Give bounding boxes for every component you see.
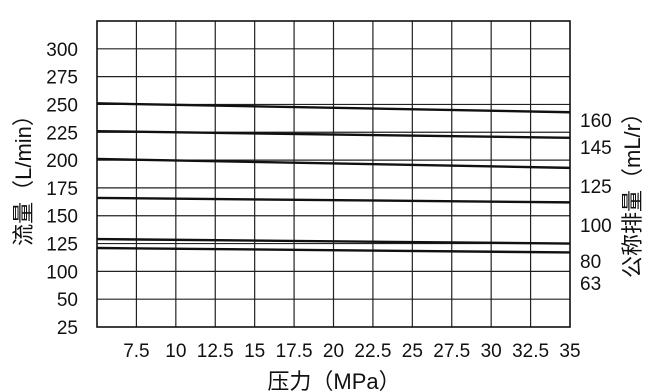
x-tick-label: 20 <box>323 341 344 362</box>
x-tick-label: 35 <box>559 341 580 362</box>
series-line-145 <box>96 129 571 140</box>
series-line-63 <box>96 246 571 254</box>
series-line-80 <box>96 237 571 245</box>
y-tick-label: 150 <box>46 207 78 228</box>
plot-border <box>96 20 571 328</box>
x-tick-label: 30 <box>481 341 502 362</box>
x-tick-label: 10 <box>165 341 186 362</box>
grid-lines <box>97 21 570 327</box>
x-tick-label: 25 <box>402 341 423 362</box>
x-tick-label: 22.5 <box>354 341 391 362</box>
y-tick-label: 275 <box>46 68 78 89</box>
y-axis-label: 流量（L/min） <box>11 104 36 246</box>
y-tick-label: 225 <box>46 123 78 144</box>
series-label-100: 100 <box>580 216 612 237</box>
series-line-125 <box>96 157 571 170</box>
series-label-63: 63 <box>580 274 601 295</box>
x-tick-label: 7.5 <box>123 341 149 362</box>
series-label-145: 145 <box>580 138 612 159</box>
series-line-160 <box>96 102 571 114</box>
series-label-160: 160 <box>580 111 612 132</box>
x-tick-label: 15 <box>244 341 265 362</box>
x-tick-label: 17.5 <box>276 341 313 362</box>
x-tick-label: 32.5 <box>512 341 549 362</box>
x-axis-label: 压力（MPa） <box>267 369 400 392</box>
y-tick-label: 250 <box>46 95 78 116</box>
series-line-100 <box>96 196 571 204</box>
series-label-80: 80 <box>580 252 601 273</box>
plot-frame <box>96 20 571 328</box>
y-tick-labels: 25 50 100 125 150 175 200 225 250 275 300 <box>46 40 78 339</box>
y-tick-label: 300 <box>46 40 78 61</box>
series-lines <box>96 102 571 254</box>
y-tick-label: 25 <box>57 318 78 339</box>
x-tick-label: 12.5 <box>197 341 234 362</box>
y-tick-label: 175 <box>46 179 78 200</box>
y-tick-label: 100 <box>46 262 78 283</box>
y-tick-label: 50 <box>57 290 78 311</box>
y2-axis-label: 公称排量（mL/r） <box>620 102 645 278</box>
x-tick-label: 27.5 <box>433 341 470 362</box>
y-tick-label: 125 <box>46 235 78 256</box>
x-tick-labels: 7.5 10 12.5 15 17.5 20 22.5 25 27.5 30 32.5 35 <box>123 341 580 362</box>
series-label-125: 125 <box>580 177 612 198</box>
y-tick-label: 200 <box>46 151 78 172</box>
